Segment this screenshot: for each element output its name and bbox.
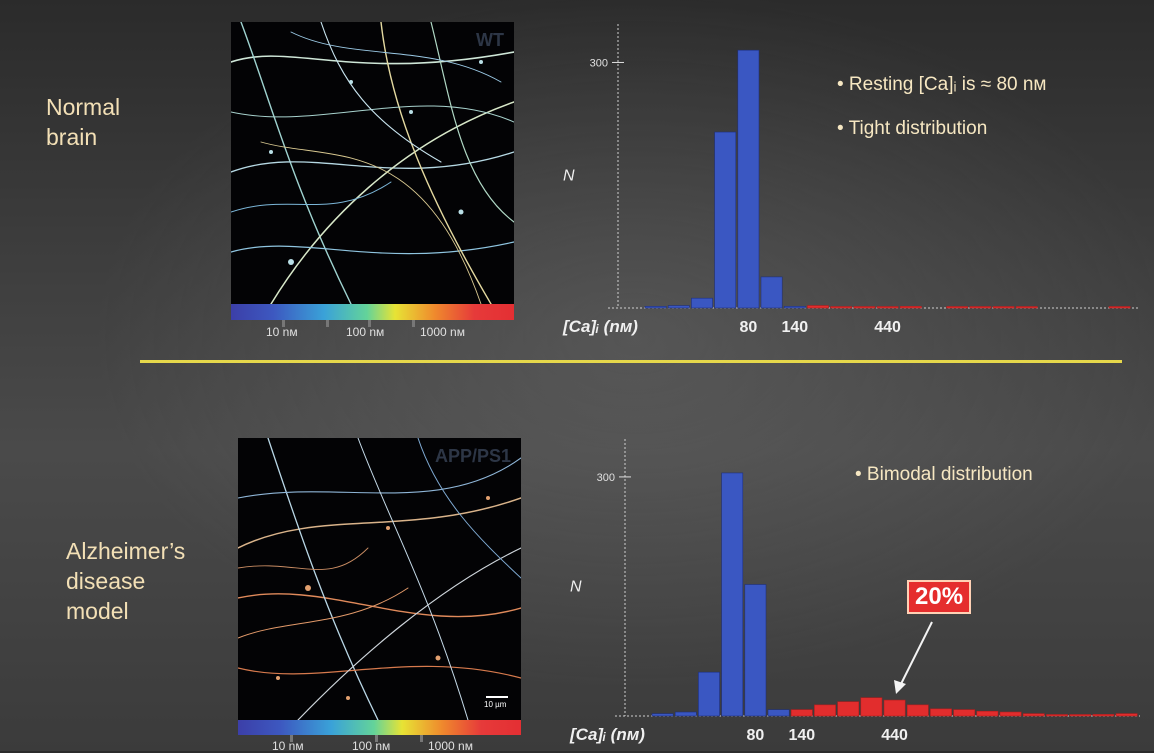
bottom-hist-bar-19 xyxy=(1092,714,1115,717)
top-hist-bar-11 xyxy=(899,306,922,309)
top-hist-bar-5 xyxy=(760,276,783,309)
bullet-resting-ca: • Resting [Ca]ᵢ is ≈ 80 nм xyxy=(837,74,1047,95)
top-hist-bar-13 xyxy=(946,306,969,309)
top-hist-bar-6 xyxy=(783,306,806,309)
percent-callout-badge: 20% xyxy=(907,580,972,614)
top-hist-bar-20 xyxy=(1108,306,1131,309)
bottom-hist-bar-11 xyxy=(906,704,929,717)
bottom-colorbar-label-100: 100 nм xyxy=(352,739,391,753)
top-hist-bar-2 xyxy=(691,297,713,309)
top-hist-bar-3 xyxy=(714,131,737,309)
bottom-hist-bar-13 xyxy=(953,709,976,717)
alzheimer-calcium-histogram: 300 N [Ca]ᵢ (nм) 80 140 440 xyxy=(569,439,1140,744)
top-hist-x-label: [Ca]ᵢ (nм) xyxy=(562,317,638,336)
bottom-hist-bar-16 xyxy=(1022,713,1045,717)
bottom-colorbar xyxy=(238,720,521,735)
top-colorbar-label-100: 100 nм xyxy=(346,325,385,339)
alzheimer-model-label: Alzheimer’s disease model xyxy=(66,536,185,626)
top-colorbar-tick-3 xyxy=(368,320,371,327)
top-colorbar-label-1000: 1000 nм xyxy=(420,325,465,339)
alzheimer-line-2: disease xyxy=(66,568,146,594)
bottom-colorbar-label-10: 10 nм xyxy=(272,739,304,753)
bottom-hist-bar-17 xyxy=(1046,714,1068,717)
bottom-hist-bar-7 xyxy=(814,704,836,717)
top-colorbar-tick-2 xyxy=(326,320,329,327)
bottom-hist-x-tick-label-2: 440 xyxy=(881,727,908,744)
section-divider xyxy=(140,360,1122,363)
bottom-hist-bar-0 xyxy=(651,713,674,717)
normal-brain-micrograph: WT xyxy=(231,22,514,304)
top-hist-bar-7 xyxy=(807,305,829,309)
top-hist-bar-16 xyxy=(1015,306,1038,309)
top-hist-bar-0 xyxy=(644,306,667,309)
top-colorbar xyxy=(231,304,514,320)
wt-tag: WT xyxy=(476,30,504,50)
normal-calcium-histogram: 300 N [Ca]ᵢ (nм) 80 140 440 xyxy=(562,24,1140,336)
bottom-colorbar-tick-2 xyxy=(375,735,378,742)
bottom-hist-bar-6 xyxy=(790,709,813,717)
top-hist-bar-15 xyxy=(992,306,1015,309)
top-hist-bar-8 xyxy=(830,306,853,309)
bottom-colorbar-label-1000: 1000 nм xyxy=(428,739,473,753)
bottom-hist-y-label: N xyxy=(570,579,582,596)
bottom-hist-x-tick-label-1: 140 xyxy=(788,727,815,744)
bottom-hist-bar-4 xyxy=(744,584,767,717)
bottom-hist-bar-14 xyxy=(976,710,999,717)
bullet-bimodal-distribution: • Bimodal distribution xyxy=(855,464,1033,485)
top-hist-bar-4 xyxy=(737,49,760,309)
top-hist-bar-10 xyxy=(876,306,899,309)
bottom-hist-x-label: [Ca]ᵢ (nм) xyxy=(569,725,645,744)
top-hist-bar-9 xyxy=(853,306,876,309)
top-colorbar-tick-4 xyxy=(412,320,415,327)
top-hist-y-label: N xyxy=(563,167,575,184)
bottom-hist-bar-10 xyxy=(883,699,906,717)
bottom-hist-x-tick-label-0: 80 xyxy=(747,727,765,744)
alzheimer-line-3: model xyxy=(66,598,129,624)
bottom-hist-bar-18 xyxy=(1069,714,1092,717)
bottom-hist-bar-15 xyxy=(999,711,1022,717)
top-colorbar-tick-1 xyxy=(282,320,285,327)
bottom-hist-bar-2 xyxy=(698,671,720,717)
bottom-hist-bar-12 xyxy=(930,708,952,717)
normal-brain-line-2: brain xyxy=(46,124,98,150)
app-ps1-tag: APP/PS1 xyxy=(434,446,511,466)
top-colorbar-label-10: 10 nм xyxy=(266,325,298,339)
callout-arrow xyxy=(894,621,933,694)
alzheimer-neurite-traces xyxy=(238,438,521,720)
bottom-colorbar-tick-1 xyxy=(290,735,293,742)
bottom-colorbar-tick-3 xyxy=(420,735,423,742)
top-hist-bar-14 xyxy=(969,306,992,309)
bullet-tight-distribution: • Tight distribution xyxy=(837,118,988,139)
top-hist-bar-1 xyxy=(667,305,690,309)
bottom-hist-bar-20 xyxy=(1115,713,1138,717)
bottom-hist-bar-9 xyxy=(860,697,883,717)
alzheimer-line-1: Alzheimer’s xyxy=(66,538,186,564)
top-hist-y-tick-label: 300 xyxy=(590,57,608,69)
scale-bar-label: 10 µm xyxy=(484,700,507,709)
bottom-hist-bar-1 xyxy=(674,711,697,717)
bottom-hist-y-tick-label: 300 xyxy=(597,472,615,484)
top-hist-x-tick-label-0: 80 xyxy=(740,319,758,336)
bottom-hist-bar-3 xyxy=(721,472,744,717)
top-hist-x-tick-label-2: 440 xyxy=(874,319,901,336)
top-hist-x-tick-label-1: 140 xyxy=(781,319,808,336)
bottom-hist-bar-5 xyxy=(767,709,790,717)
normal-neurite-traces xyxy=(231,22,514,304)
normal-brain-line-1: Normal xyxy=(46,94,121,120)
bottom-hist-bar-8 xyxy=(837,701,860,717)
alzheimer-micrograph: APP/PS1 10 µm xyxy=(238,438,521,720)
normal-brain-label: Normal brain xyxy=(46,92,120,152)
